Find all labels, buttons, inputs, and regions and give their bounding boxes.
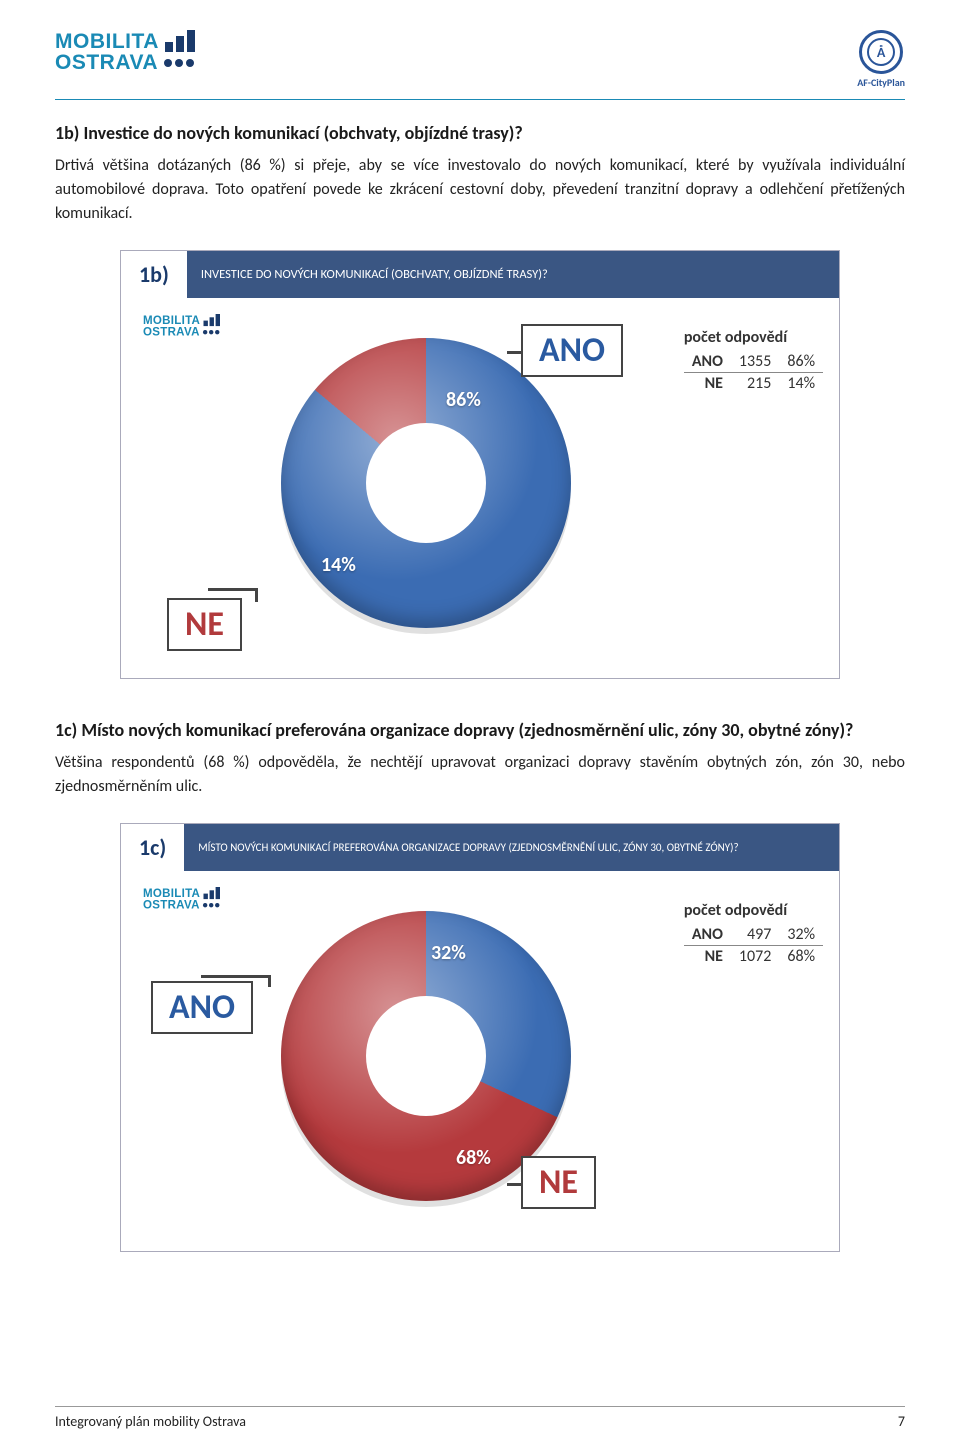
chart-1b-body: MOBILITA OSTRAVA 86% 14% <box>121 298 839 678</box>
chart-1b-mini-logo: MOBILITA OSTRAVA <box>143 314 220 338</box>
chart-1b-title: INVESTICE DO NOVÝCH KOMUNIKACÍ (OBCHVATY… <box>187 251 839 298</box>
page-header: MOBILITA OSTRAVA Å AF-CityPlan <box>55 30 905 95</box>
chart-1b-stats-header: počet odpovědí <box>684 328 823 347</box>
chart-1b-card: 1b) INVESTICE DO NOVÝCH KOMUNIKACÍ (OBCH… <box>120 250 840 679</box>
chart-1b-stats-table: ANO 1355 86% NE 215 14% <box>684 351 823 394</box>
chart-1b-yes-pct-label: 86% <box>446 388 481 412</box>
af-mark-icon: Å <box>867 38 895 66</box>
chart-1b-yes-callout: ANO <box>521 324 623 377</box>
section-1b-title: 1b) Investice do nových komunikací (obch… <box>55 122 905 144</box>
chart-1c-yes-callout: ANO <box>151 981 253 1034</box>
section-1c-title: 1c) Místo nových komunikací preferována … <box>55 719 905 741</box>
chart-1b-topbar: 1b) INVESTICE DO NOVÝCH KOMUNIKACÍ (OBCH… <box>121 251 839 298</box>
chart-1c-topbar: 1c) MÍSTO NOVÝCH KOMUNIKACÍ PREFEROVÁNA … <box>121 824 839 871</box>
af-label: AF-CityPlan <box>857 76 905 89</box>
chart-1c-title: MÍSTO NOVÝCH KOMUNIKACÍ PREFEROVÁNA ORGA… <box>184 824 839 871</box>
chart-1c-tag: 1c) <box>121 824 184 871</box>
af-cityplan-logo: Å AF-CityPlan <box>857 30 905 89</box>
mobilita-logo: MOBILITA OSTRAVA <box>55 30 195 73</box>
chart-1b-stats: počet odpovědí ANO 1355 86% NE 215 14% <box>684 328 823 394</box>
chart-1c-body: MOBILITA OSTRAVA 32% 68% <box>121 871 839 1251</box>
section-1b-paragraph: Drtivá většina dotázaných (86 %) si přej… <box>55 154 905 226</box>
logo-text-bottom: OSTRAVA <box>55 52 158 73</box>
chart-1c-no-pct-label: 68% <box>456 1146 491 1170</box>
chart-1b-donut: 86% 14% <box>281 338 571 628</box>
footer-page-number: 7 <box>898 1413 905 1430</box>
chart-1c-yes-pct-label: 32% <box>431 941 466 965</box>
chart-1b-tag: 1b) <box>121 251 187 298</box>
logo-bars-icon <box>165 30 195 52</box>
chart-1c-stats: počet odpovědí ANO 497 32% NE 1072 68% <box>684 901 823 967</box>
page-footer: Integrovaný plán mobility Ostrava 7 <box>55 1406 905 1430</box>
header-rule <box>55 99 905 100</box>
logo-text-top: MOBILITA <box>55 31 159 52</box>
footer-text: Integrovaný plán mobility Ostrava <box>55 1413 246 1430</box>
chart-1c-mini-logo: MOBILITA OSTRAVA <box>143 887 220 911</box>
chart-1c-stats-header: počet odpovědí <box>684 901 823 920</box>
chart-1c-no-callout: NE <box>521 1156 596 1209</box>
chart-1c-card: 1c) MÍSTO NOVÝCH KOMUNIKACÍ PREFEROVÁNA … <box>120 823 840 1252</box>
logo-dots-icon <box>164 59 194 67</box>
section-1c-paragraph: Většina respondentů (68 %) odpověděla, ž… <box>55 751 905 799</box>
chart-1c-stats-table: ANO 497 32% NE 1072 68% <box>684 924 823 967</box>
chart-1b-no-pct-label: 14% <box>321 553 356 577</box>
chart-1b-no-callout: NE <box>167 598 242 651</box>
